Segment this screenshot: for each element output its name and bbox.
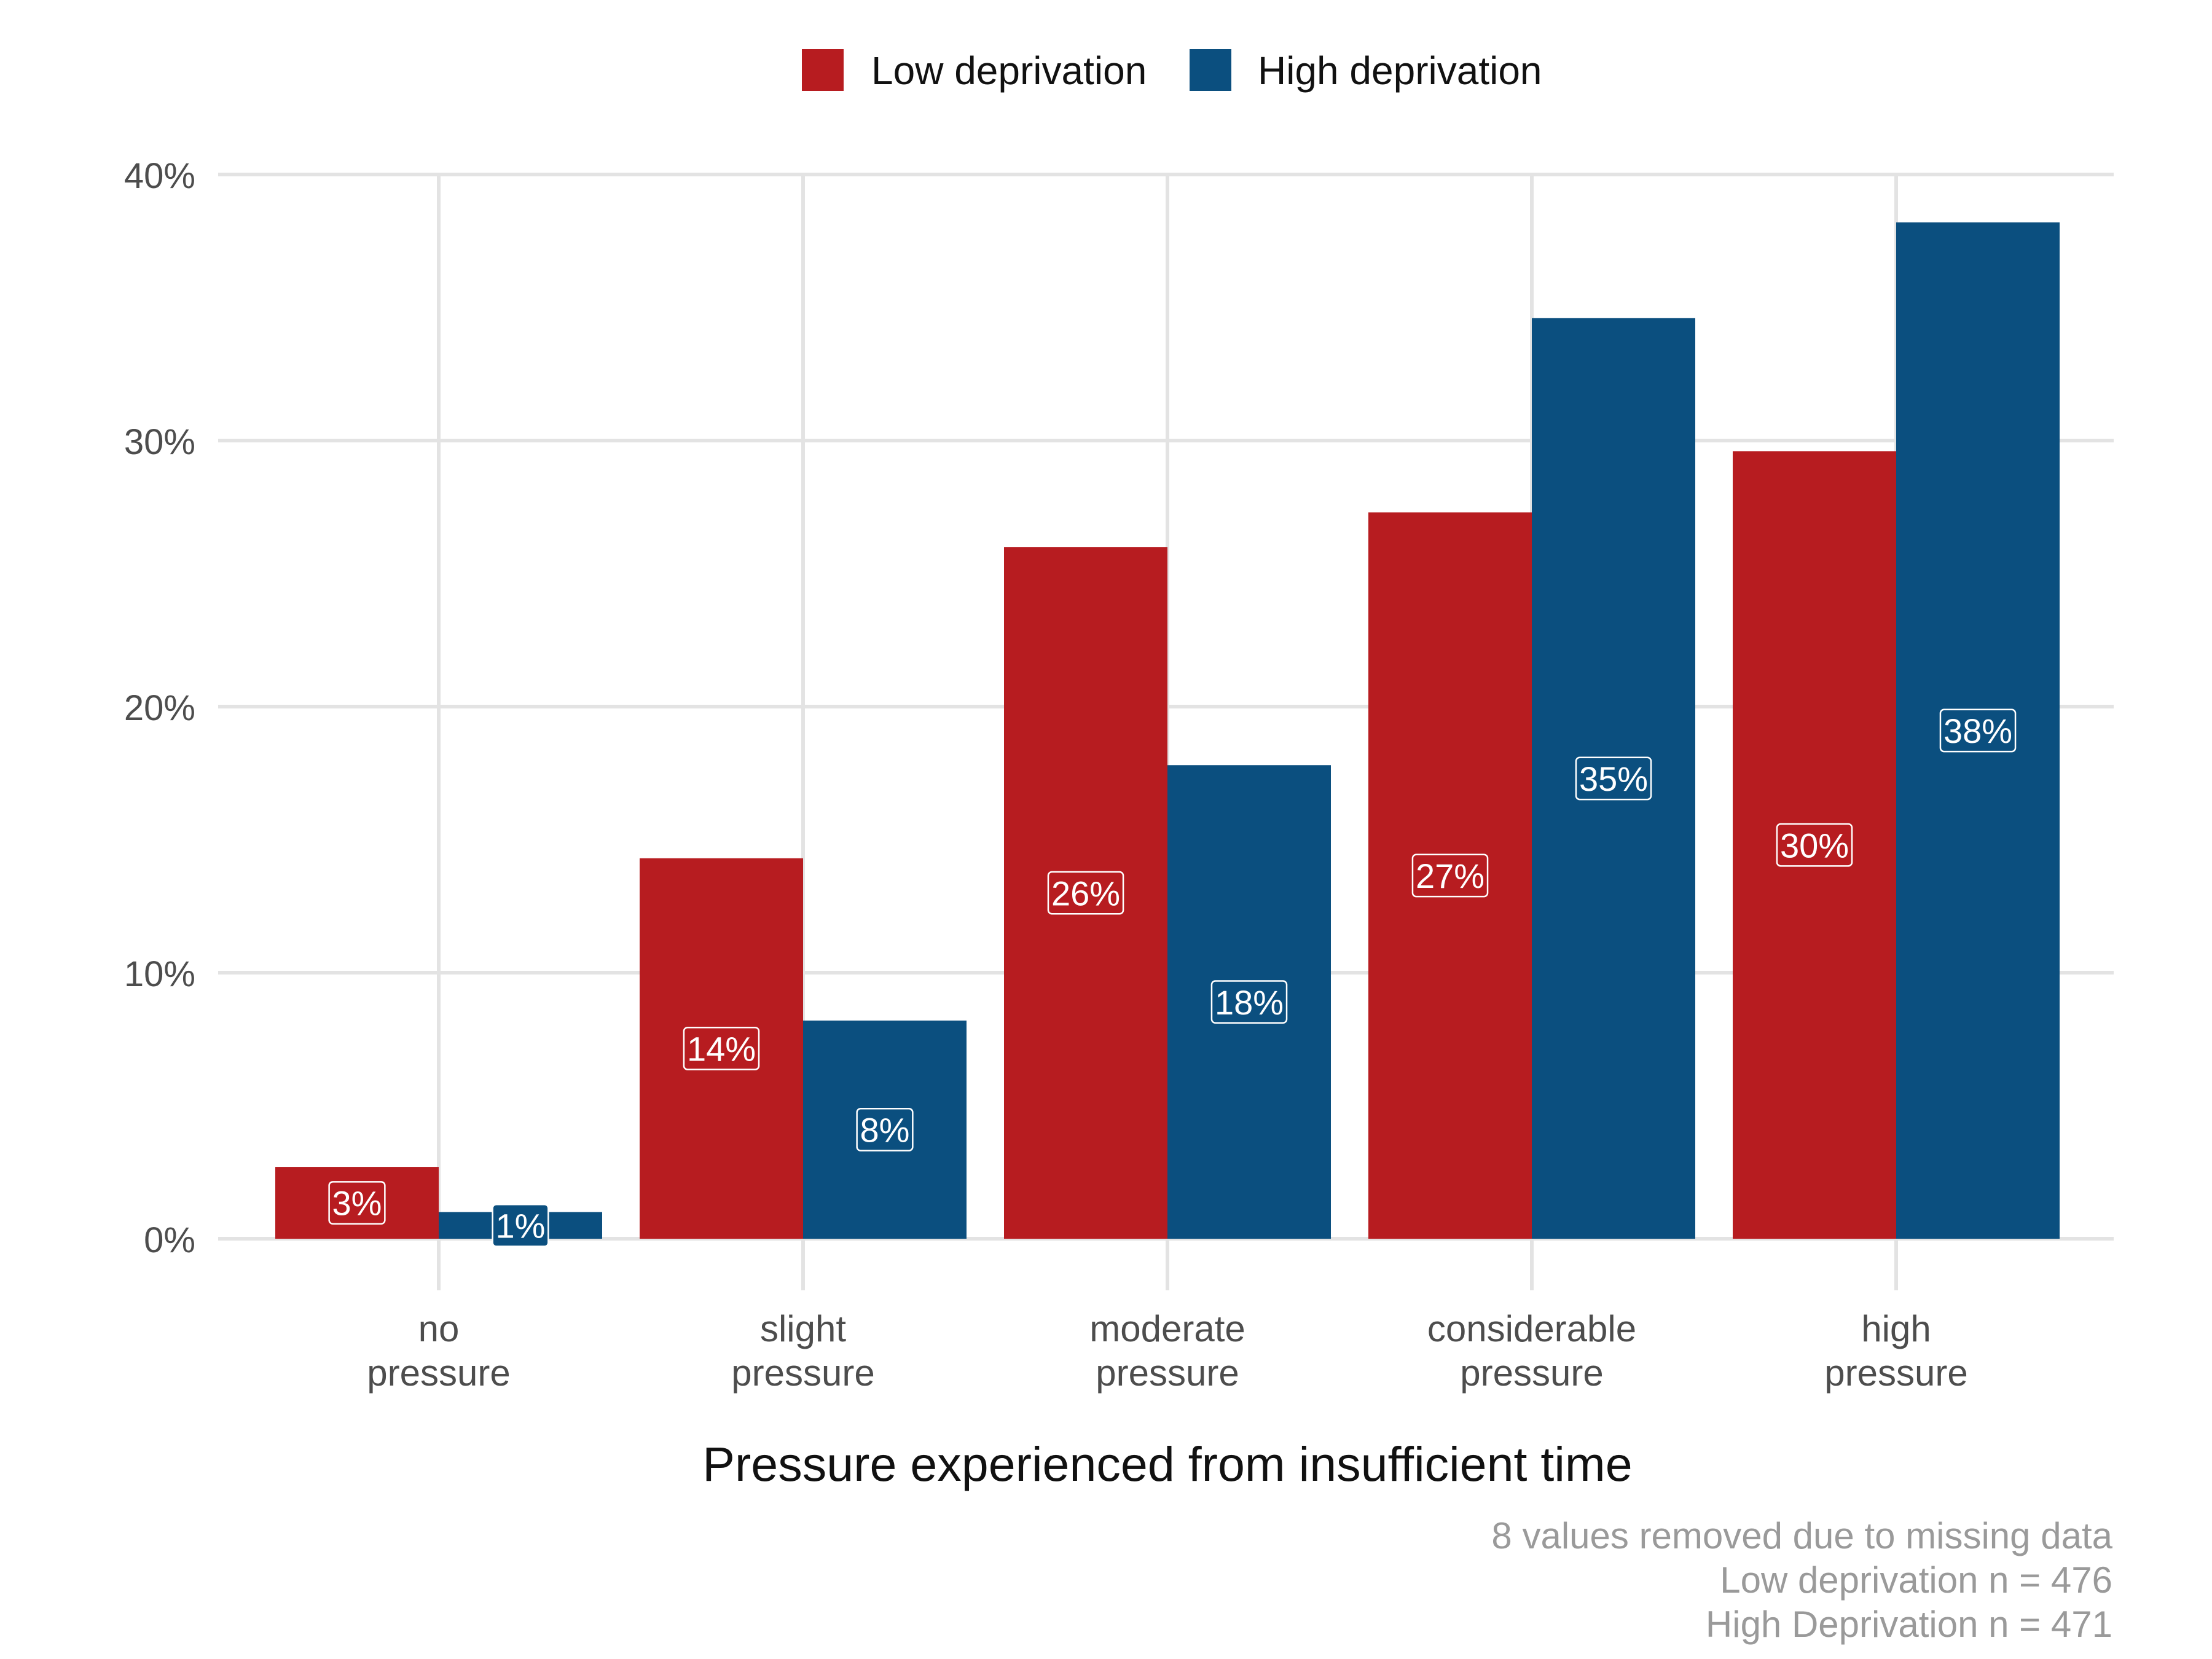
bar-label: 8% [856, 1108, 914, 1151]
caption-line: High Deprivation n = 471 [1706, 1604, 2112, 1645]
bar-labels: 3% 14% 26% 27% 30% 1% 8% 18% 35% 38% [328, 708, 2017, 1247]
bar-label-text: 35% [1579, 759, 1648, 798]
bar-label-box [492, 1203, 549, 1247]
bar-label: 3% [328, 1181, 386, 1225]
x-tick-label: considerable pressure [1427, 1308, 1636, 1394]
y-axis-ticks: 0% 10% 20% 30% 40% [124, 156, 195, 1260]
bar-label-box [1210, 980, 1288, 1024]
bar-label-text: 14% [687, 1030, 756, 1069]
x-axis-ticks: no pressure slight pressure moderate pressure… [367, 1308, 1967, 1394]
legend-swatch [1190, 49, 1231, 91]
bar-label-box [683, 1026, 760, 1070]
y-tick-label: 10% [124, 954, 195, 994]
y-tick-label: 40% [124, 156, 195, 196]
bar-label-box [1411, 853, 1489, 898]
bar-label-box [1939, 708, 2017, 753]
bar-label: 35% [1575, 756, 1652, 801]
bar-label-box [1776, 823, 1853, 867]
caption-line: Low deprivation n = 476 [1720, 1559, 2112, 1601]
y-tick-label: 20% [124, 688, 195, 728]
bar-label-text: 38% [1943, 712, 2012, 750]
bar-label: 38% [1939, 708, 2017, 753]
y-tick-label: 30% [124, 422, 195, 462]
bar-label-text: 26% [1051, 874, 1120, 912]
bar-label: 27% [1411, 853, 1489, 898]
x-tick-label: slight pressure [731, 1308, 874, 1394]
bar-label-box [856, 1108, 914, 1151]
bar-label: 1% [492, 1203, 549, 1247]
x-axis-title: Pressure experienced from insufficient t… [702, 1437, 1632, 1491]
caption-line: 8 values removed due to missing data [1491, 1515, 2112, 1556]
bar-label: 26% [1047, 871, 1124, 915]
legend-item: Low deprivation [802, 49, 1147, 93]
bar-label-box [328, 1181, 386, 1225]
bar-label: 30% [1776, 823, 1853, 867]
bar-label-box [1047, 871, 1124, 915]
bar-label-box [1575, 756, 1652, 801]
caption: 8 values removed due to missing dataLow … [1491, 1515, 2112, 1645]
x-tick-label: high pressure [1824, 1308, 1967, 1394]
bar-label-text: 8% [860, 1111, 910, 1150]
legend-swatch [802, 49, 844, 91]
legend-label: Low deprivation [871, 49, 1147, 93]
legend-item: High deprivation [1190, 49, 1542, 93]
bar-label-text: 3% [332, 1184, 382, 1223]
x-tick-label: moderate pressure [1089, 1308, 1245, 1394]
legend-label: High deprivation [1258, 49, 1542, 93]
bar-label-text: 1% [496, 1207, 546, 1245]
bar-label: 14% [683, 1026, 760, 1070]
y-tick-label: 0% [144, 1220, 195, 1260]
bar-label-text: 18% [1215, 983, 1284, 1022]
bar-label: 18% [1210, 980, 1288, 1024]
x-tick-label: no pressure [367, 1308, 510, 1394]
legend: Low deprivation High deprivation [802, 49, 1542, 93]
bar-label-text: 30% [1780, 826, 1849, 865]
bar-label-text: 27% [1416, 857, 1484, 895]
